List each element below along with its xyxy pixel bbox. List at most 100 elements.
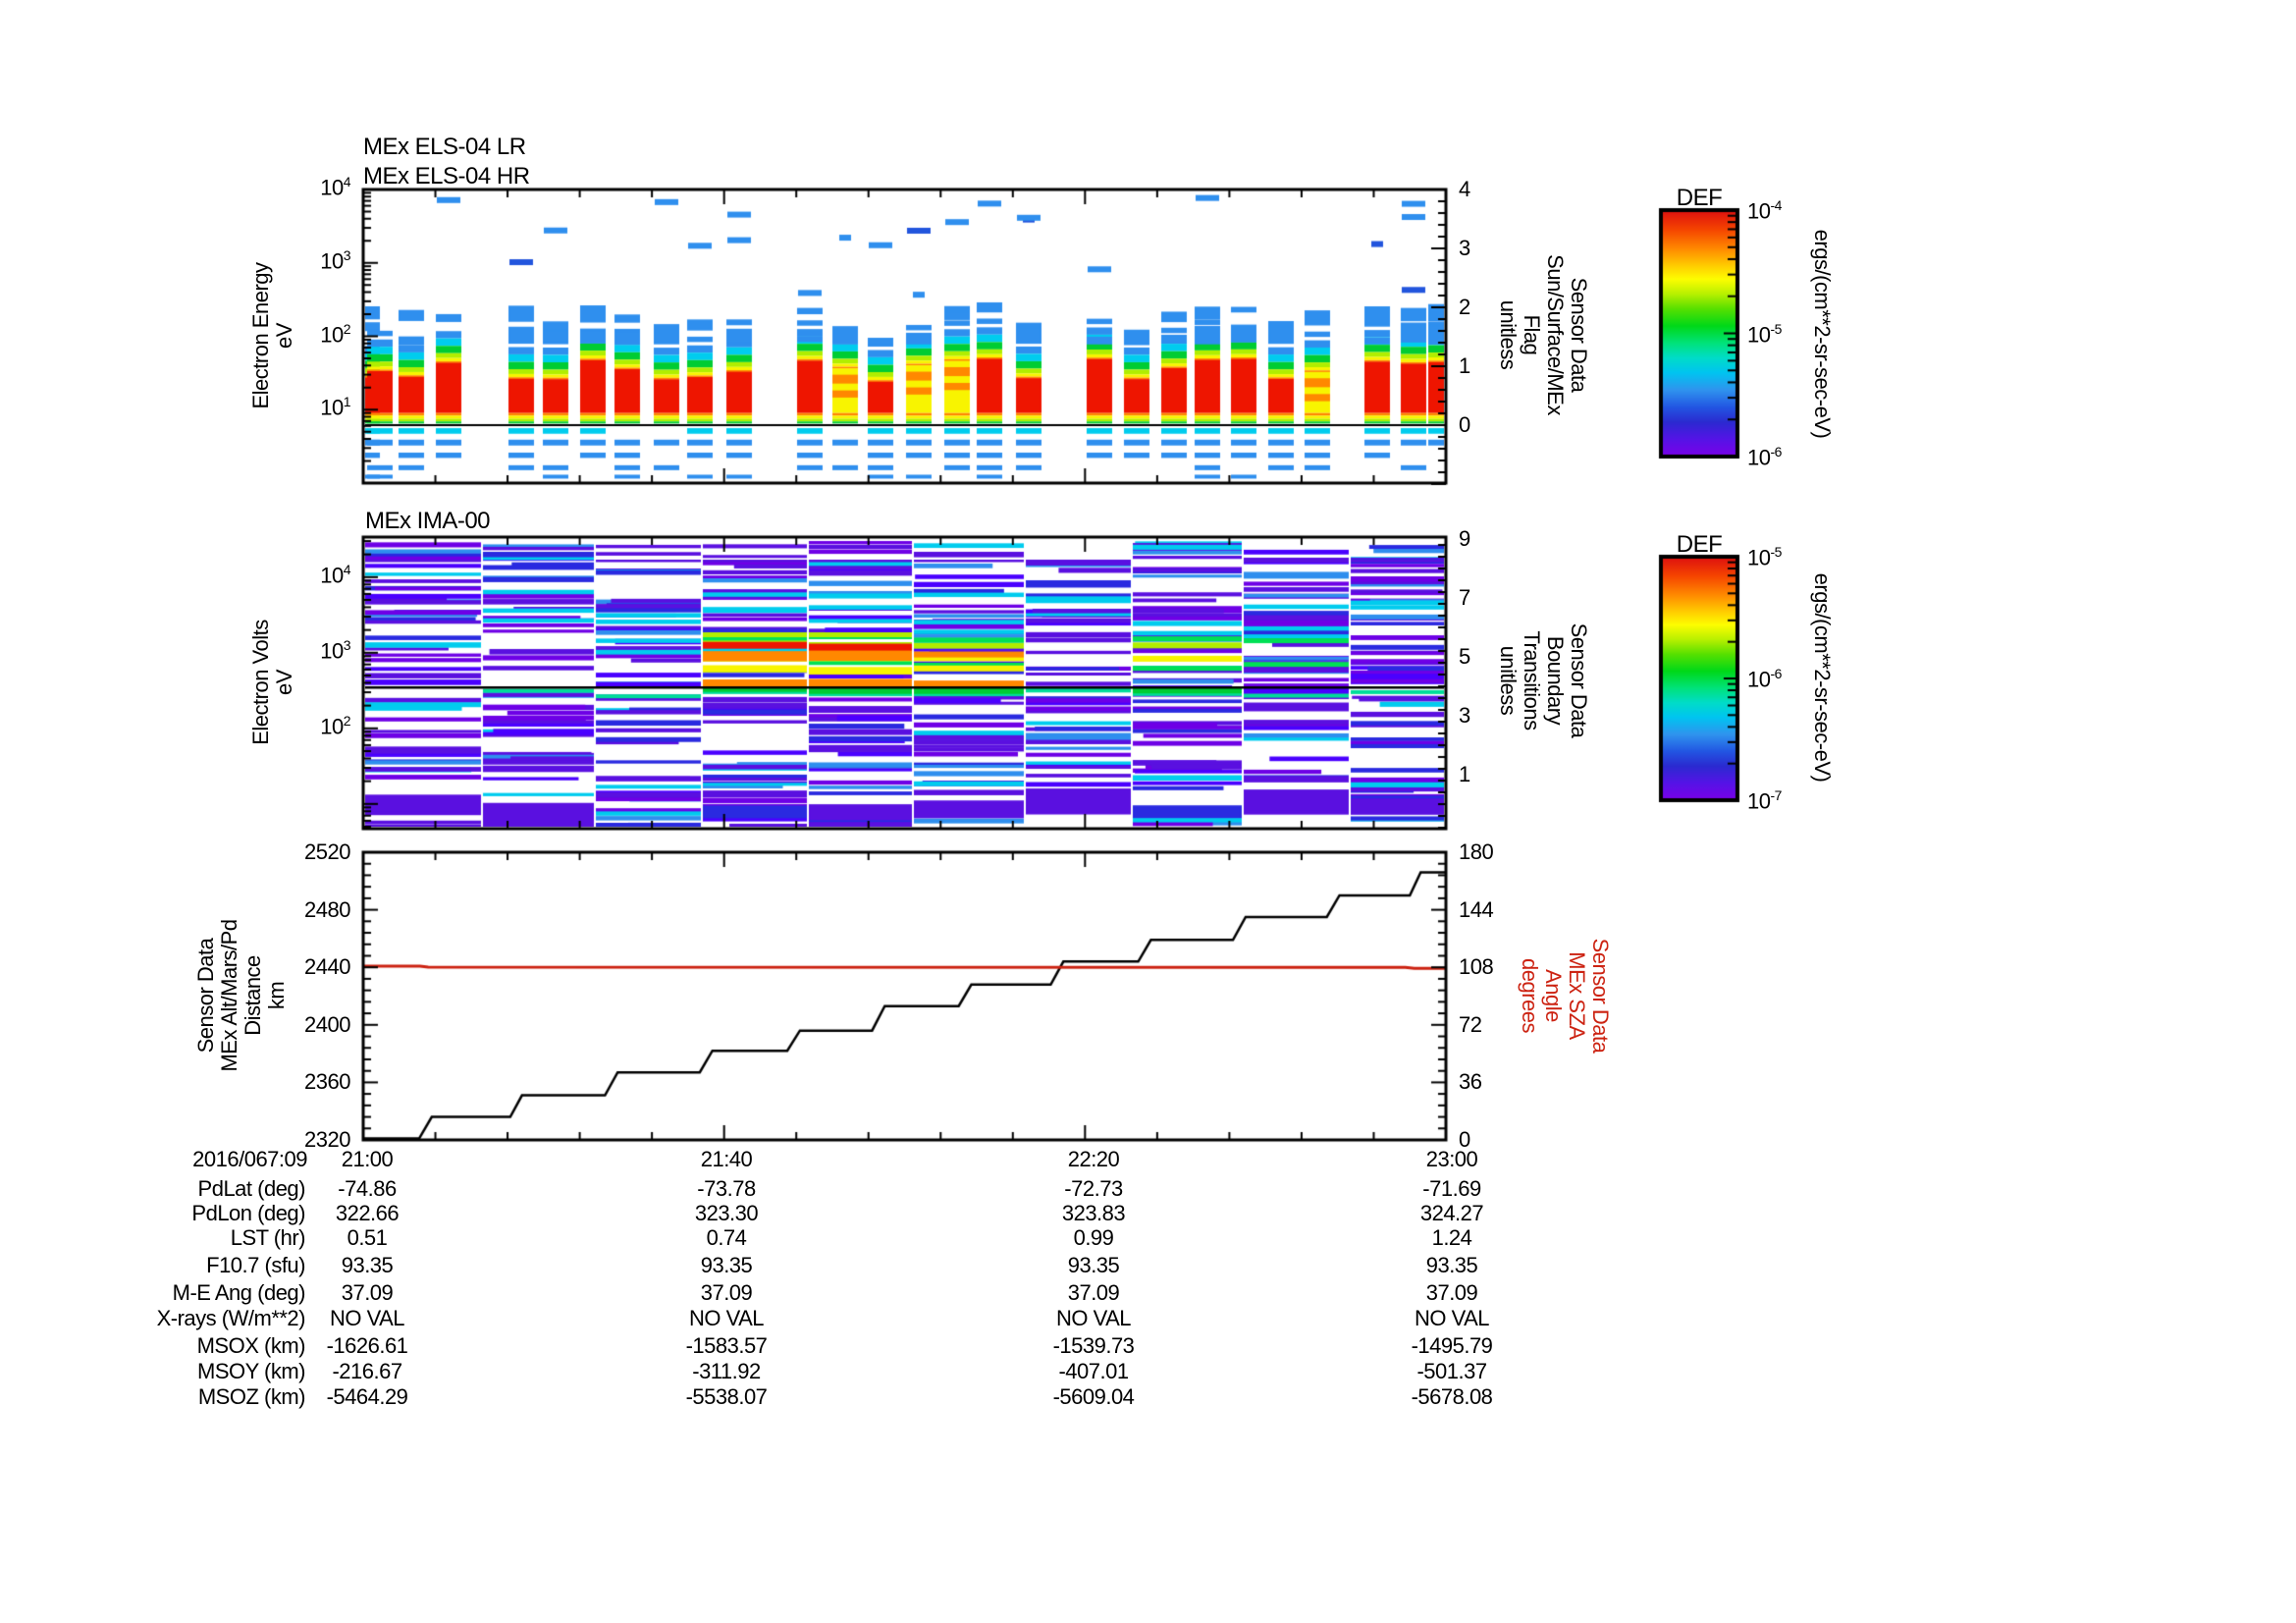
- table-cell: -71.69: [1422, 1176, 1481, 1201]
- sza-ytick-label: 144: [1459, 896, 1494, 922]
- els-flag-tick-label: 4: [1459, 177, 1470, 201]
- table-cell: NO VAL: [329, 1306, 405, 1330]
- sza-right-axis-label: Sensor Data MEx SZA Angle degrees: [1518, 938, 1613, 1054]
- table-cell: 0.99: [1073, 1225, 1114, 1250]
- table-cell: 93.35: [1067, 1253, 1120, 1277]
- xtick-time-label: 22:20: [1067, 1147, 1120, 1171]
- ima-flag-tick-label: 3: [1459, 703, 1470, 728]
- axis-label-line: Transitions: [1520, 630, 1544, 730]
- table-cell: 1.24: [1431, 1225, 1472, 1250]
- axis-label-line: degrees: [1518, 957, 1542, 1034]
- ima-colorbar-title: DEF: [1676, 531, 1723, 558]
- axis-label-line: Sensor Data: [193, 938, 218, 1054]
- axis-label-line: Sun/Surface/MEx: [1543, 254, 1568, 415]
- axis-label-line: unitless: [1496, 299, 1521, 370]
- ima-flag-tick-label: 9: [1459, 526, 1470, 551]
- table-cell: 322.66: [335, 1201, 400, 1225]
- table-cell: -5464.29: [326, 1384, 408, 1409]
- els-flag-tick-label: 0: [1459, 412, 1470, 437]
- axis-label-line: MEx SZA: [1565, 951, 1589, 1040]
- axis-label-line: Sensor Data: [1588, 938, 1613, 1054]
- table-cell: 324.27: [1419, 1201, 1484, 1225]
- ima-ytick-label: 102: [320, 713, 350, 739]
- alt-ytick-label: 2520: [304, 839, 350, 864]
- table-cell: -5538.07: [685, 1384, 768, 1409]
- xtick-time-label: 21:00: [341, 1147, 394, 1171]
- table-cell: -1539.73: [1052, 1333, 1135, 1358]
- table-cell: 37.09: [1425, 1280, 1478, 1305]
- ima-title: MEx IMA-00: [365, 508, 491, 534]
- axis-label-line: Sensor Data: [1567, 277, 1591, 393]
- els-colorbar-unit: ergs/(cm**2-sr-sec-eV): [1810, 229, 1835, 439]
- ima-colorbar-tick-label: 10-5: [1747, 544, 1782, 570]
- els-colorbar-tick-label: 10-4: [1747, 197, 1782, 224]
- table-cell: 37.09: [700, 1280, 753, 1305]
- table-cell: 37.09: [341, 1280, 394, 1305]
- axis-label-line: MEx Alt/Mars/Pd: [217, 919, 241, 1072]
- axis-label-line: Boundary: [1543, 635, 1568, 726]
- els-ytick-label: 101: [320, 394, 350, 420]
- table-cell: -72.73: [1064, 1176, 1123, 1201]
- els-right-axis-label: Sensor Data Sun/Surface/MEx Flag unitles…: [1496, 254, 1591, 415]
- table-cell: -5609.04: [1052, 1384, 1135, 1409]
- table-cell: NO VAL: [1055, 1306, 1132, 1330]
- alt-ytick-label: 2480: [304, 896, 350, 922]
- table-cell: 323.30: [694, 1201, 759, 1225]
- table-cell: -1626.61: [326, 1333, 408, 1358]
- ima-colorbar-tick-label: 10-6: [1747, 666, 1782, 692]
- alt-y-axis-label: Sensor Data MEx Alt/Mars/Pd Distance km: [193, 919, 289, 1072]
- axis-label-line: km: [264, 981, 289, 1010]
- ima-flag-tick-label: 5: [1459, 644, 1470, 669]
- table-cell: 323.83: [1061, 1201, 1126, 1225]
- ima-ytick-label: 103: [320, 637, 350, 664]
- els-ytick-label: 104: [320, 174, 350, 200]
- ima-right-axis-label: Sensor Data Boundary Transitions unitles…: [1496, 622, 1591, 738]
- table-cell: -216.67: [332, 1359, 402, 1383]
- table-cell: 93.35: [1425, 1253, 1478, 1277]
- els-flag-tick-label: 1: [1459, 353, 1470, 378]
- table-cell: NO VAL: [1414, 1306, 1490, 1330]
- ima-colorbar-unit: ergs/(cm**2-sr-sec-eV): [1810, 572, 1835, 783]
- table-cell: 93.35: [341, 1253, 394, 1277]
- alt-ytick-label: 2400: [304, 1011, 350, 1037]
- sza-ytick-label: 180: [1459, 839, 1494, 864]
- alt-ytick-label: 2440: [304, 954, 350, 980]
- table-cell: 37.09: [1067, 1280, 1120, 1305]
- ima-colorbar-tick-label: 10-7: [1747, 787, 1782, 814]
- xtick-time-label: 21:40: [700, 1147, 753, 1171]
- table-cell: 0.74: [706, 1225, 747, 1250]
- els-colorbar-title: DEF: [1676, 185, 1723, 211]
- table-cell: -74.86: [338, 1176, 397, 1201]
- alt-ytick-label: 2360: [304, 1069, 350, 1095]
- table-cell: -311.92: [692, 1359, 761, 1383]
- els-title-hr: MEx ELS-04 HR: [363, 163, 530, 189]
- axis-label-line: Sensor Data: [1567, 622, 1591, 738]
- table-cell: NO VAL: [688, 1306, 765, 1330]
- axis-label-line: unitless: [1496, 645, 1521, 716]
- els-title-lr: MEx ELS-04 LR: [363, 134, 526, 160]
- ima-colorbar: [1661, 557, 1737, 800]
- ima-ytick-label: 104: [320, 562, 350, 588]
- els-colorbar-tick-label: 10-5: [1747, 320, 1782, 347]
- sza-ytick-label: 36: [1459, 1069, 1482, 1095]
- table-cell: -73.78: [697, 1176, 756, 1201]
- table-cell: 93.35: [700, 1253, 753, 1277]
- table-cell: -1583.57: [685, 1333, 768, 1358]
- sza-ytick-label: 72: [1459, 1011, 1482, 1037]
- ima-flag-tick-label: 1: [1459, 762, 1470, 786]
- els-colorbar-tick-label: 10-6: [1747, 444, 1782, 470]
- els-ytick-label: 102: [320, 320, 350, 347]
- els-flag-tick-label: 3: [1459, 236, 1470, 260]
- xtick-time-label: 23:00: [1425, 1147, 1478, 1171]
- ima-flag-tick-label: 7: [1459, 585, 1470, 610]
- axis-label-line: Electron Energy: [248, 262, 273, 409]
- table-cell: 0.51: [347, 1225, 388, 1250]
- table-cell: -1495.79: [1411, 1333, 1493, 1358]
- sza-ytick-label: 108: [1459, 954, 1494, 980]
- els-flag-tick-label: 2: [1459, 295, 1470, 319]
- axis-label-line: Electron Volts: [248, 620, 273, 745]
- table-cell: -501.37: [1416, 1359, 1487, 1383]
- els-ytick-label: 103: [320, 246, 350, 274]
- axis-label-line: Flag: [1520, 314, 1544, 355]
